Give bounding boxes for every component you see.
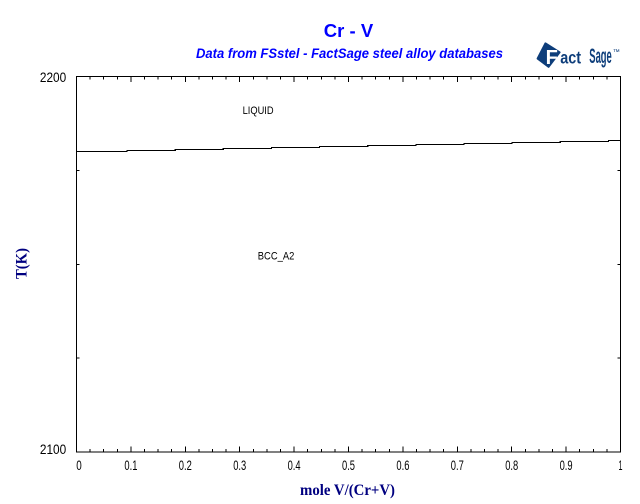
svg-text:2100: 2100	[40, 442, 66, 457]
svg-text:1: 1	[619, 458, 623, 473]
svg-text:0.6: 0.6	[396, 458, 409, 473]
svg-text:F: F	[546, 47, 558, 69]
svg-text:0.4: 0.4	[288, 458, 301, 473]
svg-text:0.1: 0.1	[124, 458, 137, 473]
svg-text:LIQUID: LIQUID	[243, 105, 274, 117]
svg-text:0.3: 0.3	[233, 458, 246, 473]
svg-text:Data from FSstel - FactSage st: Data from FSstel - FactSage steel alloy …	[196, 45, 503, 61]
svg-text:Cr - V: Cr - V	[324, 20, 374, 41]
svg-text:0.5: 0.5	[342, 458, 355, 473]
svg-text:mole V/(Cr+V): mole V/(Cr+V)	[300, 482, 395, 499]
svg-text:2200: 2200	[40, 70, 66, 85]
svg-text:0.7: 0.7	[451, 458, 464, 473]
svg-text:™: ™	[613, 49, 620, 56]
svg-text:0.2: 0.2	[179, 458, 192, 473]
svg-text:Sage: Sage	[589, 45, 612, 68]
svg-text:T(K): T(K)	[13, 248, 30, 279]
svg-text:0.9: 0.9	[560, 458, 573, 473]
svg-text:0.8: 0.8	[505, 458, 518, 473]
svg-text:BCC_A2: BCC_A2	[258, 251, 295, 263]
svg-text:0: 0	[76, 458, 82, 473]
svg-text:act: act	[560, 48, 581, 68]
